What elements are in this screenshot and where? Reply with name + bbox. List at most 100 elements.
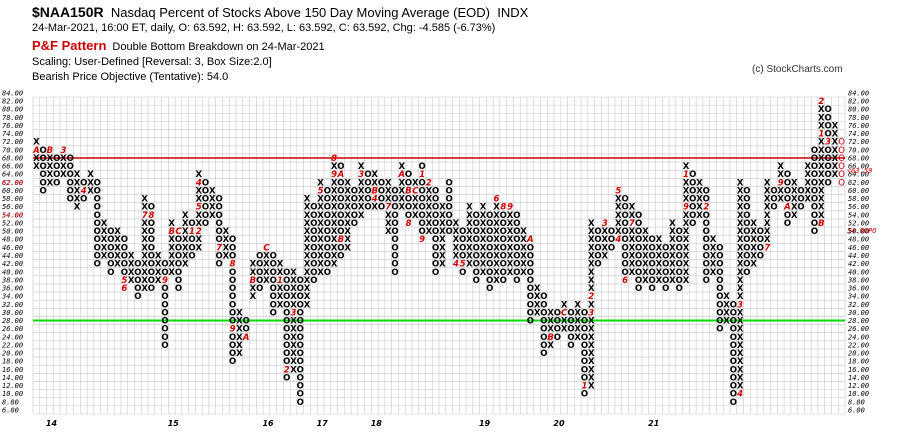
pnf-box: X xyxy=(344,211,351,221)
pnf-box: O xyxy=(797,186,804,196)
pnf-box: X xyxy=(196,186,203,196)
pnf-box: O xyxy=(297,390,304,400)
pnf-box: X xyxy=(168,235,175,245)
pnf-box: O xyxy=(188,252,195,262)
pnf-box: O xyxy=(689,178,696,188)
pnf-box: O xyxy=(310,211,317,221)
pnf-box: O xyxy=(513,211,520,221)
pnf-box: O xyxy=(500,211,507,221)
pnf-box: O xyxy=(148,252,155,262)
pnf-box: O xyxy=(121,243,128,253)
pnf-box: X xyxy=(480,227,487,237)
pnf-box: O xyxy=(703,186,710,196)
pnf-box: X xyxy=(304,284,311,294)
pnf-box: X xyxy=(331,219,338,229)
pnf-box: X xyxy=(371,203,378,213)
pnf-box: O xyxy=(446,178,453,188)
pnf-box: O xyxy=(337,227,344,237)
pnf-box: O xyxy=(567,325,574,335)
pnf-box: X xyxy=(290,268,297,278)
pnf-box: O xyxy=(229,308,236,318)
pnf-box: O xyxy=(283,317,290,327)
pnf-box: X xyxy=(371,178,378,188)
pnf-box: X xyxy=(196,211,203,221)
pnf-box: O xyxy=(527,252,534,262)
pnf-box: X xyxy=(561,300,568,310)
pnf-box: X xyxy=(737,195,744,205)
pnf-box: O xyxy=(229,235,236,245)
pnf-box: X xyxy=(696,211,703,221)
pnf-box: O xyxy=(391,260,398,270)
pnf-box: O xyxy=(337,186,344,196)
pnf-box: O xyxy=(824,121,831,131)
pnf-box: X xyxy=(182,260,189,270)
pnf-box: O xyxy=(107,252,114,262)
pnf-box: O xyxy=(446,186,453,196)
pnf-box: X xyxy=(196,170,203,180)
pnf-box: X xyxy=(602,252,609,262)
pnf-box: X xyxy=(290,349,297,359)
pnf-box: X xyxy=(168,219,175,229)
pnf-box: X xyxy=(588,382,595,392)
y-tick-label-right: 66.00 xyxy=(848,163,869,171)
pnf-box: X xyxy=(466,227,473,237)
pnf-box: X xyxy=(507,235,514,245)
y-tick-label-left: 76.00 xyxy=(2,122,23,130)
pnf-box: X xyxy=(737,186,744,196)
pnf-box: O xyxy=(635,268,642,278)
pnf-box: 9 xyxy=(331,170,337,180)
pnf-box: 4 xyxy=(371,195,378,205)
pnf-box: O xyxy=(391,268,398,278)
pnf-box: O xyxy=(500,227,507,237)
pnf-box: X xyxy=(696,203,703,213)
pnf-box: O xyxy=(297,341,304,351)
pnf-box: O xyxy=(635,211,642,221)
pnf-box: X xyxy=(290,341,297,351)
y-tick-label-left: 68.00 xyxy=(2,154,23,162)
reference-lines xyxy=(33,157,845,322)
pnf-box: X xyxy=(629,268,636,278)
pnf-box: O xyxy=(662,284,669,294)
pnf-box: X xyxy=(574,317,581,327)
pnf-box: X xyxy=(588,317,595,327)
y-tick-label-left: 24.00 xyxy=(2,333,23,341)
pnf-box: X xyxy=(588,333,595,343)
pnf-box: X xyxy=(683,186,690,196)
pnf-box: O xyxy=(703,227,710,237)
y-tick-label-right: 42.00 xyxy=(848,260,869,268)
pnf-box: O xyxy=(743,227,750,237)
pnf-box: O xyxy=(297,276,304,286)
pnf-box: X xyxy=(250,268,257,278)
y-tick-label-right: 84.00 xyxy=(848,89,869,97)
pnf-box: X xyxy=(101,227,108,237)
pnf-box: X xyxy=(507,243,514,253)
pnf-box: O xyxy=(310,203,317,213)
pnf-box: O xyxy=(229,243,236,253)
pnf-box: O xyxy=(107,243,114,253)
pnf-box: O xyxy=(689,211,696,221)
pnf-box: O xyxy=(838,178,845,188)
pnf-box: X xyxy=(574,325,581,335)
pnf-box: O xyxy=(649,243,656,253)
pnf-box: O xyxy=(432,243,439,253)
pnf-box: O xyxy=(107,227,114,237)
pnf-box: X xyxy=(737,357,744,367)
pnf-box: O xyxy=(270,292,277,302)
x-tick-label: 18 xyxy=(371,419,383,428)
pnf-box: O xyxy=(175,276,182,286)
pnf-box: O xyxy=(324,203,331,213)
pnf-box: X xyxy=(290,300,297,310)
pnf-box: X xyxy=(520,243,527,253)
pnf-box: O xyxy=(324,211,331,221)
pnf-box: 6 xyxy=(121,284,127,294)
pnf-box: X xyxy=(737,203,744,213)
pnf-box: 5 xyxy=(615,186,621,196)
pnf-box: 7 xyxy=(385,203,391,213)
pnf-box: O xyxy=(94,219,101,229)
x-tick-label: 15 xyxy=(168,419,180,428)
pnf-box: O xyxy=(161,308,168,318)
pnf-box: 2 xyxy=(588,292,594,302)
pnf-box: X xyxy=(47,162,54,172)
pnf-box: O xyxy=(107,235,114,245)
